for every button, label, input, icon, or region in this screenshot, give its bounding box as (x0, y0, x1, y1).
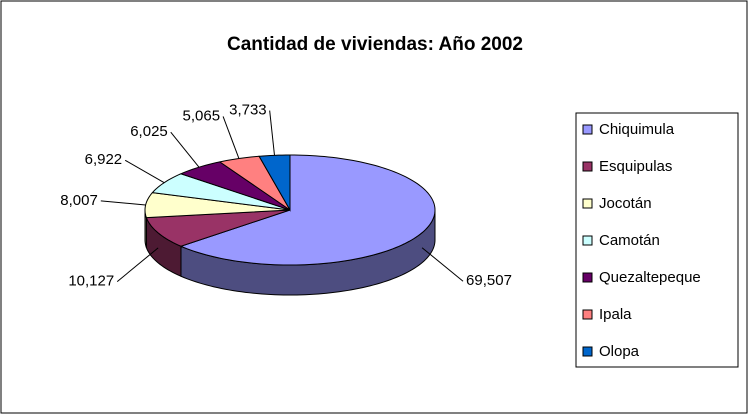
legend-label: Olopa (599, 343, 640, 360)
legend-label: Esquipulas (599, 158, 672, 175)
legend-swatch (582, 346, 593, 357)
chart-title: Cantidad de viviendas: Año 2002 (227, 34, 523, 55)
data-label: 69,507 (466, 272, 512, 289)
legend-label: Jocotán (599, 195, 652, 212)
legend-swatch (582, 124, 593, 135)
leader-line (421, 247, 464, 282)
data-label: 8,007 (60, 192, 98, 209)
slice (151, 173, 291, 211)
legend-box (575, 112, 739, 368)
legend-swatch (582, 235, 593, 246)
leader-line (170, 131, 200, 168)
slice (145, 209, 291, 247)
data-label: 6,025 (130, 123, 168, 140)
legend-swatch (582, 161, 593, 172)
data-label: 10,127 (68, 273, 114, 290)
data-label: 5,065 (183, 107, 221, 124)
data-label: 6,922 (85, 151, 123, 168)
legend-swatch (582, 309, 593, 320)
legend-label: Camotán (599, 232, 660, 249)
legend-label: Quezaltepeque (599, 269, 701, 286)
leader-line (269, 110, 275, 156)
leader-line (124, 159, 165, 184)
leader-line (100, 200, 146, 206)
leader-line (222, 116, 240, 159)
legend-label: Ipala (599, 306, 632, 323)
legend-label: Chiquimula (599, 121, 675, 138)
slice (179, 154, 436, 266)
leader-line (116, 247, 159, 282)
slice (179, 161, 291, 211)
legend-swatch (582, 198, 593, 209)
legend-swatch (582, 272, 593, 283)
data-label: 3,733 (229, 102, 267, 119)
slice (258, 154, 291, 212)
